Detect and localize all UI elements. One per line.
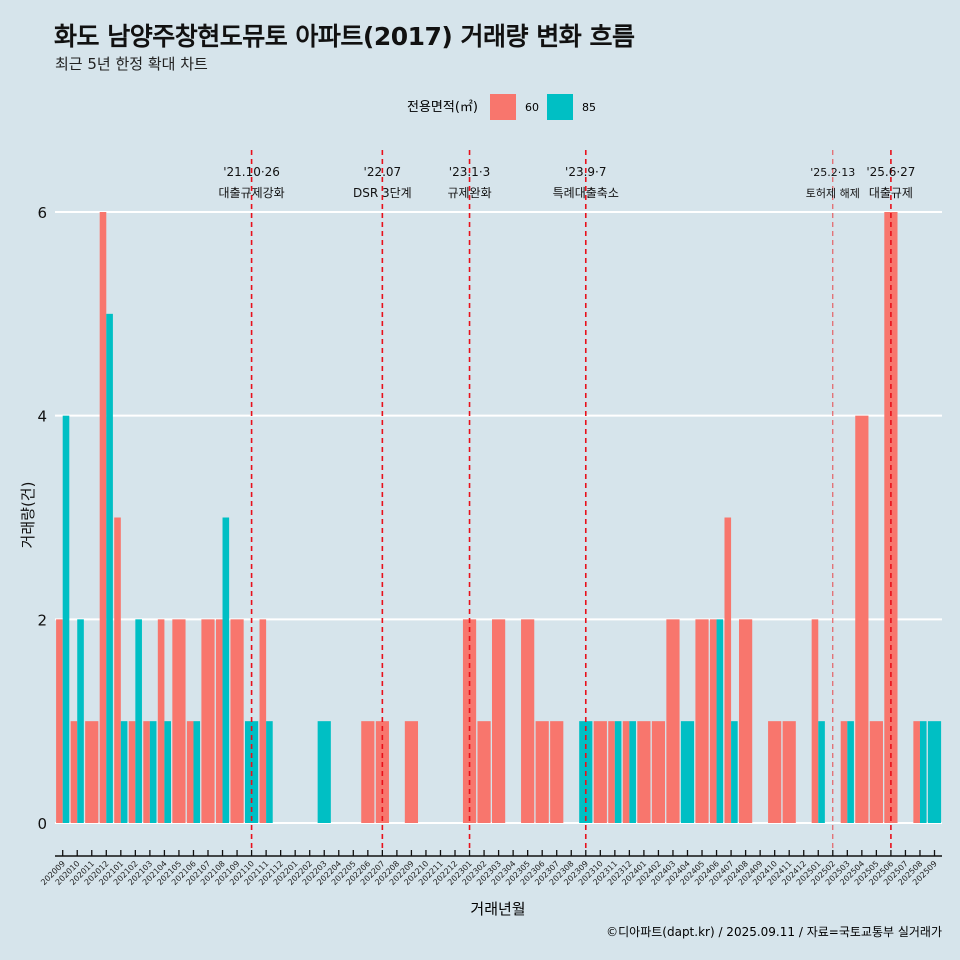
event-label: 특례대출축소 (553, 186, 619, 200)
bar-85 (614, 721, 622, 823)
bar-60 (782, 721, 796, 823)
y-tick-label: 2 (37, 611, 47, 629)
bar-60 (739, 619, 753, 823)
bar-60 (56, 619, 63, 823)
bar-85 (847, 721, 854, 823)
bar-85 (149, 721, 157, 823)
bar-60 (913, 721, 920, 823)
event-label: 규제완화 (447, 186, 491, 200)
bar-60 (869, 721, 883, 823)
bar-60 (884, 212, 898, 823)
bar-85 (731, 721, 738, 823)
bar-60 (695, 619, 709, 823)
y-tick-label: 6 (37, 204, 47, 222)
bar-60 (593, 721, 607, 823)
bar-85 (680, 721, 695, 823)
bar-85 (193, 721, 201, 823)
y-tick-label: 0 (37, 815, 47, 833)
bar-60 (99, 212, 107, 823)
bar-85 (818, 721, 825, 823)
bar-60 (201, 619, 215, 823)
event-date: '21.10·26 (223, 165, 280, 179)
bar-85 (629, 721, 636, 823)
x-axis-title: 거래년월 (470, 900, 525, 918)
bar-85 (120, 721, 128, 823)
bar-85 (77, 619, 84, 823)
bar-60 (521, 619, 535, 823)
event-date: '23.1·3 (449, 165, 490, 179)
bar-85 (135, 619, 142, 823)
bar-60 (186, 721, 194, 823)
bar-85 (62, 415, 70, 823)
event-label: 토허제 해제 (806, 186, 860, 200)
bar-85 (919, 721, 927, 823)
bar-60 (404, 721, 419, 823)
bar-85 (716, 619, 724, 823)
caption: ©디아파트(dapt.kr) / 2025.09.11 / 자료=국토교통부 실… (606, 925, 942, 939)
bar-60 (492, 619, 506, 823)
bar-60 (143, 721, 150, 823)
bar-60 (709, 619, 717, 823)
bar-85 (164, 721, 172, 823)
bar-60 (666, 619, 680, 823)
legend-swatch-85 (547, 94, 573, 120)
bar-60 (724, 517, 732, 823)
bar-60 (215, 619, 223, 823)
event-label: 대출규제 (869, 186, 913, 200)
legend-title: 전용면적(㎡) (407, 100, 478, 115)
bar-60 (361, 721, 375, 823)
chart-title: 화도 남양주창현도뮤토 아파트(2017) 거래량 변화 흐름 (54, 22, 635, 51)
bar-60 (637, 721, 651, 823)
bar-60 (172, 619, 186, 823)
legend-label-60: 60 (525, 101, 539, 114)
bar-85 (927, 721, 942, 823)
chart-subtitle: 최근 5년 한정 확대 차트 (55, 55, 208, 73)
bar-85 (317, 721, 331, 823)
event-date: '23.9·7 (565, 165, 606, 179)
bar-60 (622, 721, 630, 823)
event-date: '25.6·27 (866, 165, 915, 179)
event-date: '22.07 (364, 165, 402, 179)
bar-60 (535, 721, 549, 823)
bar-60 (550, 721, 564, 823)
legend-label-85: 85 (582, 101, 596, 114)
bar-60 (651, 721, 666, 823)
bar-60 (85, 721, 99, 823)
event-date: '25.2·13 (810, 166, 855, 179)
bar-85 (266, 721, 273, 823)
bar-60 (855, 415, 869, 823)
y-axis-title: 거래량(건) (19, 482, 37, 549)
bar-85 (106, 313, 113, 823)
bar-60 (477, 721, 491, 823)
bar-60 (70, 721, 78, 823)
event-label: 대출규제강화 (218, 186, 284, 200)
bar-60 (114, 517, 121, 823)
y-tick-label: 4 (37, 408, 47, 426)
bar-60 (768, 721, 782, 823)
bar-60 (608, 721, 615, 823)
event-label: DSR 3단계 (353, 186, 412, 200)
bar-60 (128, 721, 136, 823)
bar-85 (222, 517, 230, 823)
bar-60 (259, 619, 267, 823)
bar-60 (811, 619, 819, 823)
legend: 전용면적(㎡) 60 85 (407, 94, 596, 120)
bar-60 (230, 619, 244, 823)
bar-60 (840, 721, 848, 823)
bar-60 (157, 619, 165, 823)
legend-swatch-60 (490, 94, 516, 120)
